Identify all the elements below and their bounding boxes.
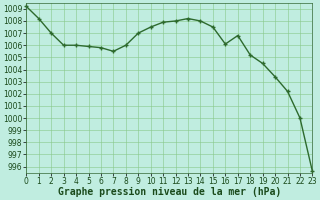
X-axis label: Graphe pression niveau de la mer (hPa): Graphe pression niveau de la mer (hPa) <box>58 187 281 197</box>
